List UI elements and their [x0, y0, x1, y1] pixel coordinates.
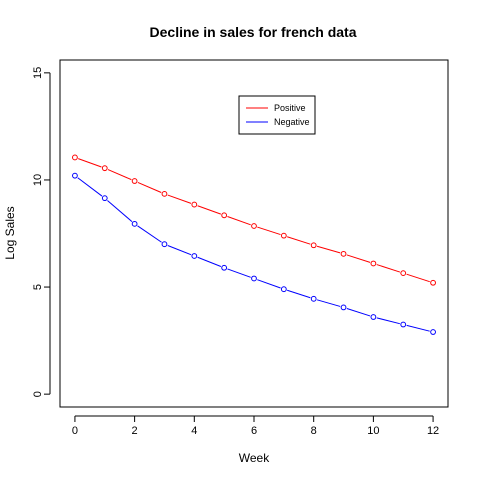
- series-negative-point: [161, 241, 168, 248]
- series-positive-point: [280, 232, 287, 239]
- y-axis: 0 5 10 15: [32, 67, 51, 397]
- series-negative-segment: [167, 245, 192, 256]
- series-negative-point: [400, 321, 407, 328]
- series-positive-point: [131, 178, 138, 184]
- series-positive-segment: [376, 264, 401, 273]
- x-tick-label: 4: [191, 425, 197, 437]
- series-negative-point: [191, 253, 198, 259]
- series-negative-segment: [77, 177, 103, 197]
- series-positive-segment: [346, 254, 371, 263]
- x-tick-label: 10: [367, 425, 379, 437]
- series-positive-point: [101, 165, 108, 172]
- series-positive-point: [310, 242, 317, 249]
- x-tick-label: 6: [251, 425, 257, 437]
- y-tick-label: 0: [32, 391, 44, 397]
- x-tick-label: 12: [427, 425, 439, 437]
- series-negative-point: [221, 264, 228, 271]
- series-positive-point: [430, 279, 436, 286]
- series-positive-segment: [316, 245, 341, 254]
- series-negative-point: [340, 304, 347, 311]
- series-positive-segment: [107, 169, 132, 181]
- series-negative-segment: [257, 279, 281, 289]
- x-tick-label: 8: [311, 425, 317, 437]
- x-axis-label: Week: [239, 451, 270, 465]
- series-negative-segment: [197, 256, 222, 267]
- series-positive-segment: [406, 273, 430, 283]
- series-negative-segment: [316, 299, 341, 307]
- x-axis: 0 2 4 6 8 10 12: [72, 415, 439, 437]
- y-axis-label: Log Sales: [3, 206, 17, 259]
- y-tick-label: 15: [32, 67, 44, 79]
- series-negative-point: [251, 275, 257, 282]
- series-positive-point: [221, 212, 228, 219]
- series-positive-segment: [257, 226, 281, 236]
- series-negative-point: [101, 195, 108, 202]
- series-negative-point: [310, 295, 317, 302]
- series-positive-point: [370, 260, 377, 267]
- series-negative-segment: [227, 268, 251, 278]
- legend-label-negative: Negative: [274, 117, 310, 127]
- y-tick-label: 10: [32, 174, 44, 186]
- series-positive-segment: [227, 216, 251, 226]
- series-positive-point: [161, 190, 168, 197]
- x-tick-label: 0: [72, 425, 78, 437]
- series-negative-segment: [376, 317, 400, 325]
- y-tick-label: 5: [32, 284, 44, 290]
- legend-box: [238, 95, 316, 135]
- series-positive-segment: [167, 194, 192, 204]
- chart-title: Decline in sales for french data: [150, 24, 357, 40]
- series-positive-point: [400, 270, 407, 277]
- series-negative-segment: [346, 307, 371, 317]
- series-negative-point: [370, 314, 377, 320]
- series-negative-point: [72, 172, 78, 179]
- legend: Positive Negative: [238, 95, 316, 135]
- legend-label-positive: Positive: [274, 103, 306, 113]
- series-positive-segment: [197, 205, 222, 215]
- series-positive-point: [340, 250, 347, 257]
- series-positive-point: [191, 201, 198, 208]
- series-negative-segment: [287, 289, 311, 299]
- series-negative-segment: [406, 324, 430, 332]
- series-negative-segment: [107, 200, 133, 222]
- series-layer: [72, 154, 436, 335]
- plot-frame: [59, 59, 449, 408]
- series-positive-point: [251, 223, 257, 229]
- series-positive-segment: [137, 181, 162, 193]
- series-negative-point: [430, 329, 436, 335]
- series-negative-point: [280, 286, 287, 293]
- series-positive-segment: [287, 236, 311, 245]
- series-negative-point: [131, 220, 138, 227]
- series-negative-segment: [137, 225, 162, 243]
- series-positive-segment: [78, 158, 102, 168]
- series-positive-point: [72, 154, 78, 161]
- x-tick-label: 2: [132, 425, 138, 437]
